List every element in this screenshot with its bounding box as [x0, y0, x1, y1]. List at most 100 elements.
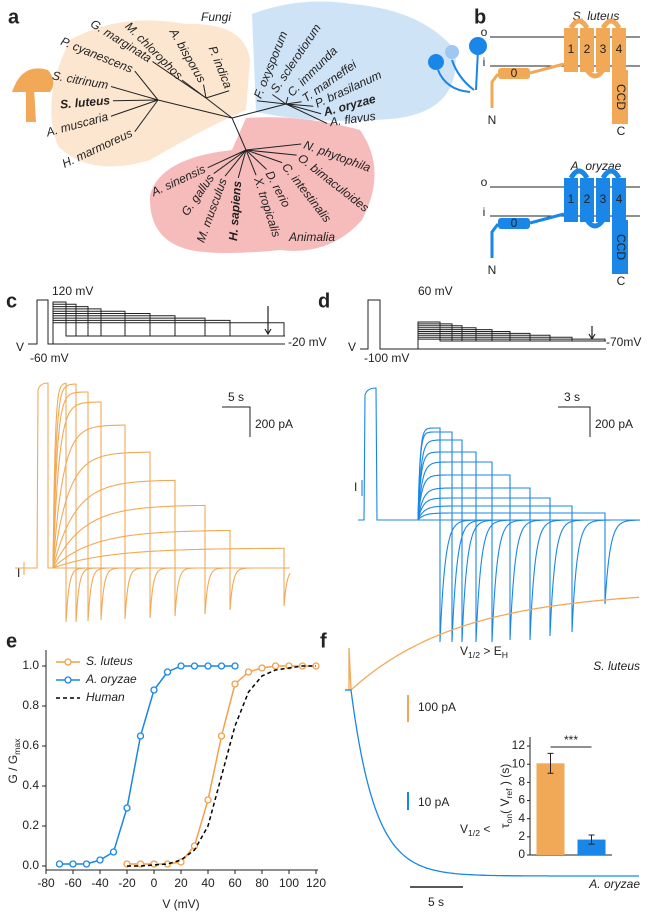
arrow: [588, 326, 596, 341]
data-point: [177, 858, 185, 866]
data-point: [150, 860, 158, 868]
fungi-blob: [51, 20, 250, 167]
y-tick-label: 8: [518, 775, 525, 789]
data-point: [231, 662, 239, 670]
scale-label: 5 s: [228, 390, 244, 404]
data-point: [136, 732, 145, 740]
scale-label: 200 pA: [595, 417, 633, 431]
scale-label: 5 s: [428, 895, 444, 909]
text-part: ( V: [498, 799, 512, 814]
y-tick-label: 0.0: [22, 858, 39, 872]
bar: [577, 839, 606, 855]
panel-label: b: [474, 6, 486, 28]
voltage-label: 60 mV: [418, 284, 453, 298]
branch: [203, 84, 207, 99]
voltage-label: -60 mV: [30, 351, 69, 365]
data-point: [163, 668, 172, 676]
conidiophore: [437, 49, 479, 93]
legend-label: Human: [86, 690, 125, 704]
helix: [596, 28, 610, 72]
data-point: [109, 848, 118, 856]
helix: [580, 28, 594, 72]
group-label: Animalia: [288, 230, 335, 244]
branch: [181, 79, 207, 99]
helix-label: 0: [511, 216, 518, 230]
membrane-side: i: [483, 55, 486, 69]
helix-label: 4: [616, 42, 623, 56]
membrane-side: i: [483, 205, 486, 219]
condition-label: V1/2 > EH: [460, 644, 508, 660]
branch: [285, 101, 302, 105]
error-bar: [547, 752, 554, 774]
v-label: V: [348, 340, 356, 354]
legend-marker: [64, 676, 72, 684]
data-point: [258, 664, 266, 672]
x-tick-label: -40: [91, 876, 109, 890]
branch: [245, 149, 257, 176]
text-part: max: [12, 738, 22, 755]
helix-label: 0: [511, 66, 518, 80]
branch: [205, 90, 230, 99]
branch: [213, 149, 247, 174]
helix-label: 3: [600, 42, 607, 56]
x-tick-label: 60: [228, 876, 242, 890]
current-trace: [417, 505, 632, 633]
branch: [231, 117, 247, 151]
branch: [231, 103, 287, 119]
tree: [110, 61, 328, 179]
membrane-side: o: [481, 25, 488, 39]
helix-label: 2: [584, 192, 591, 206]
legend-marker: [64, 658, 72, 666]
y-tick-label: 1.0: [22, 658, 39, 672]
helix-label: 2: [584, 42, 591, 56]
helix: [612, 28, 626, 72]
branch: [245, 149, 283, 164]
helix: [564, 28, 578, 72]
scale-bar: [558, 406, 591, 437]
vesicle: [445, 45, 459, 59]
data-point: [177, 662, 185, 670]
current-trace: [345, 596, 640, 692]
species-label: A. flavus: [328, 109, 377, 129]
vesicle: [469, 37, 487, 55]
y-tick-label: 0: [518, 847, 525, 861]
data-point: [150, 686, 158, 694]
terminus-label: C: [617, 124, 626, 138]
fungi-blob-2: [252, 1, 456, 121]
branch: [245, 149, 267, 170]
x-tick-label: 40: [201, 876, 215, 890]
domain-label: CCD: [614, 234, 628, 260]
current-trace: [417, 512, 640, 605]
y-axis-label: τon( Vref ) (s): [498, 764, 514, 828]
trace-name: S. luteus: [593, 659, 640, 673]
x-tick-label: -20: [118, 876, 136, 890]
helix: [580, 178, 594, 222]
y-tick-label: 2: [518, 829, 525, 843]
panel-label: d: [318, 290, 330, 312]
branch: [245, 143, 302, 151]
data-point: [190, 662, 199, 670]
i-label: I: [354, 480, 357, 494]
current-trace: [52, 547, 291, 607]
data-point: [244, 668, 253, 676]
text-part: V: [460, 644, 468, 658]
linker: [529, 212, 565, 225]
linker: [529, 62, 565, 75]
helix-label: 1: [568, 192, 575, 206]
current-trace: [358, 387, 418, 521]
species-label: S. luteus: [59, 93, 110, 111]
ccd-domain: [612, 70, 628, 124]
n-terminus: [490, 223, 500, 258]
terminus-label: N: [488, 263, 497, 277]
x-tick-label: 120: [306, 876, 326, 890]
current-trace: [15, 382, 53, 575]
v-label: V: [16, 340, 24, 354]
text-part: ref: [504, 788, 514, 799]
voltage-step: [417, 338, 606, 349]
mushroom-icon: [12, 68, 54, 122]
n-terminus: [490, 73, 500, 108]
domain-label: CCD: [614, 84, 628, 110]
voltage-step: [52, 322, 285, 344]
branch: [207, 149, 247, 169]
